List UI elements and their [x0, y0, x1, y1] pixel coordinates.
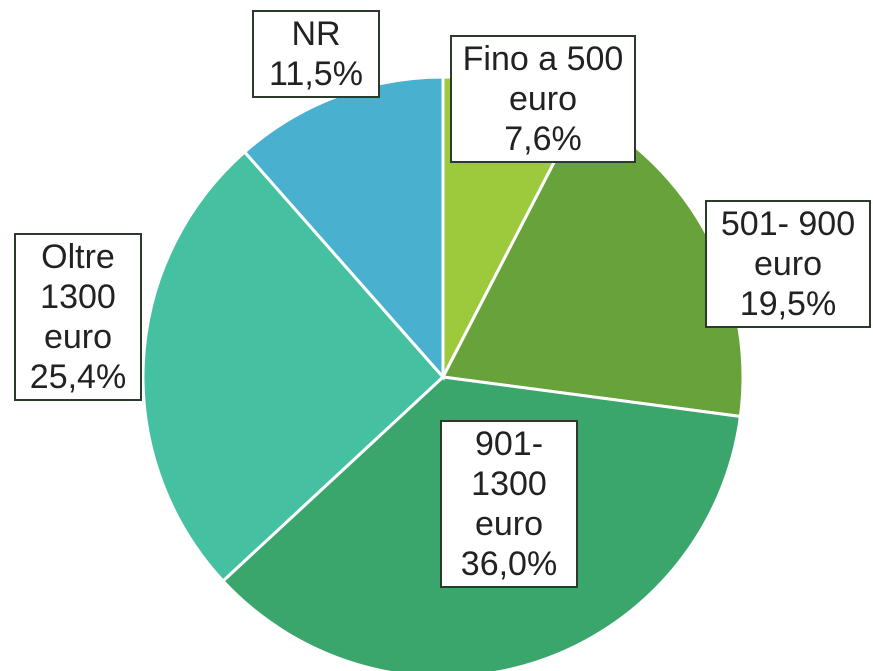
data-label: NR 11,5% [252, 10, 380, 98]
label-value: 19,5% [739, 285, 837, 323]
pie-slice [141, 149, 446, 584]
label-category: NR [291, 15, 341, 53]
label-category: 901-1300 euro [471, 425, 547, 543]
label-value: 25,4% [29, 358, 127, 396]
label-category: Oltre 1300 euro [40, 238, 116, 356]
label-value: 7,6% [504, 120, 582, 158]
data-label: 901-1300 euro 36,0% [440, 420, 578, 588]
label-category: Fino a 500 euro [462, 40, 624, 118]
label-value: 11,5% [269, 55, 363, 93]
data-label: 501- 900 euro 19,5% [705, 200, 871, 328]
data-label: Fino a 500 euro 7,6% [450, 35, 636, 163]
data-label: Oltre 1300 euro 25,4% [14, 233, 142, 401]
label-category: 501- 900 euro [720, 205, 856, 283]
label-value: 36,0% [460, 545, 558, 583]
